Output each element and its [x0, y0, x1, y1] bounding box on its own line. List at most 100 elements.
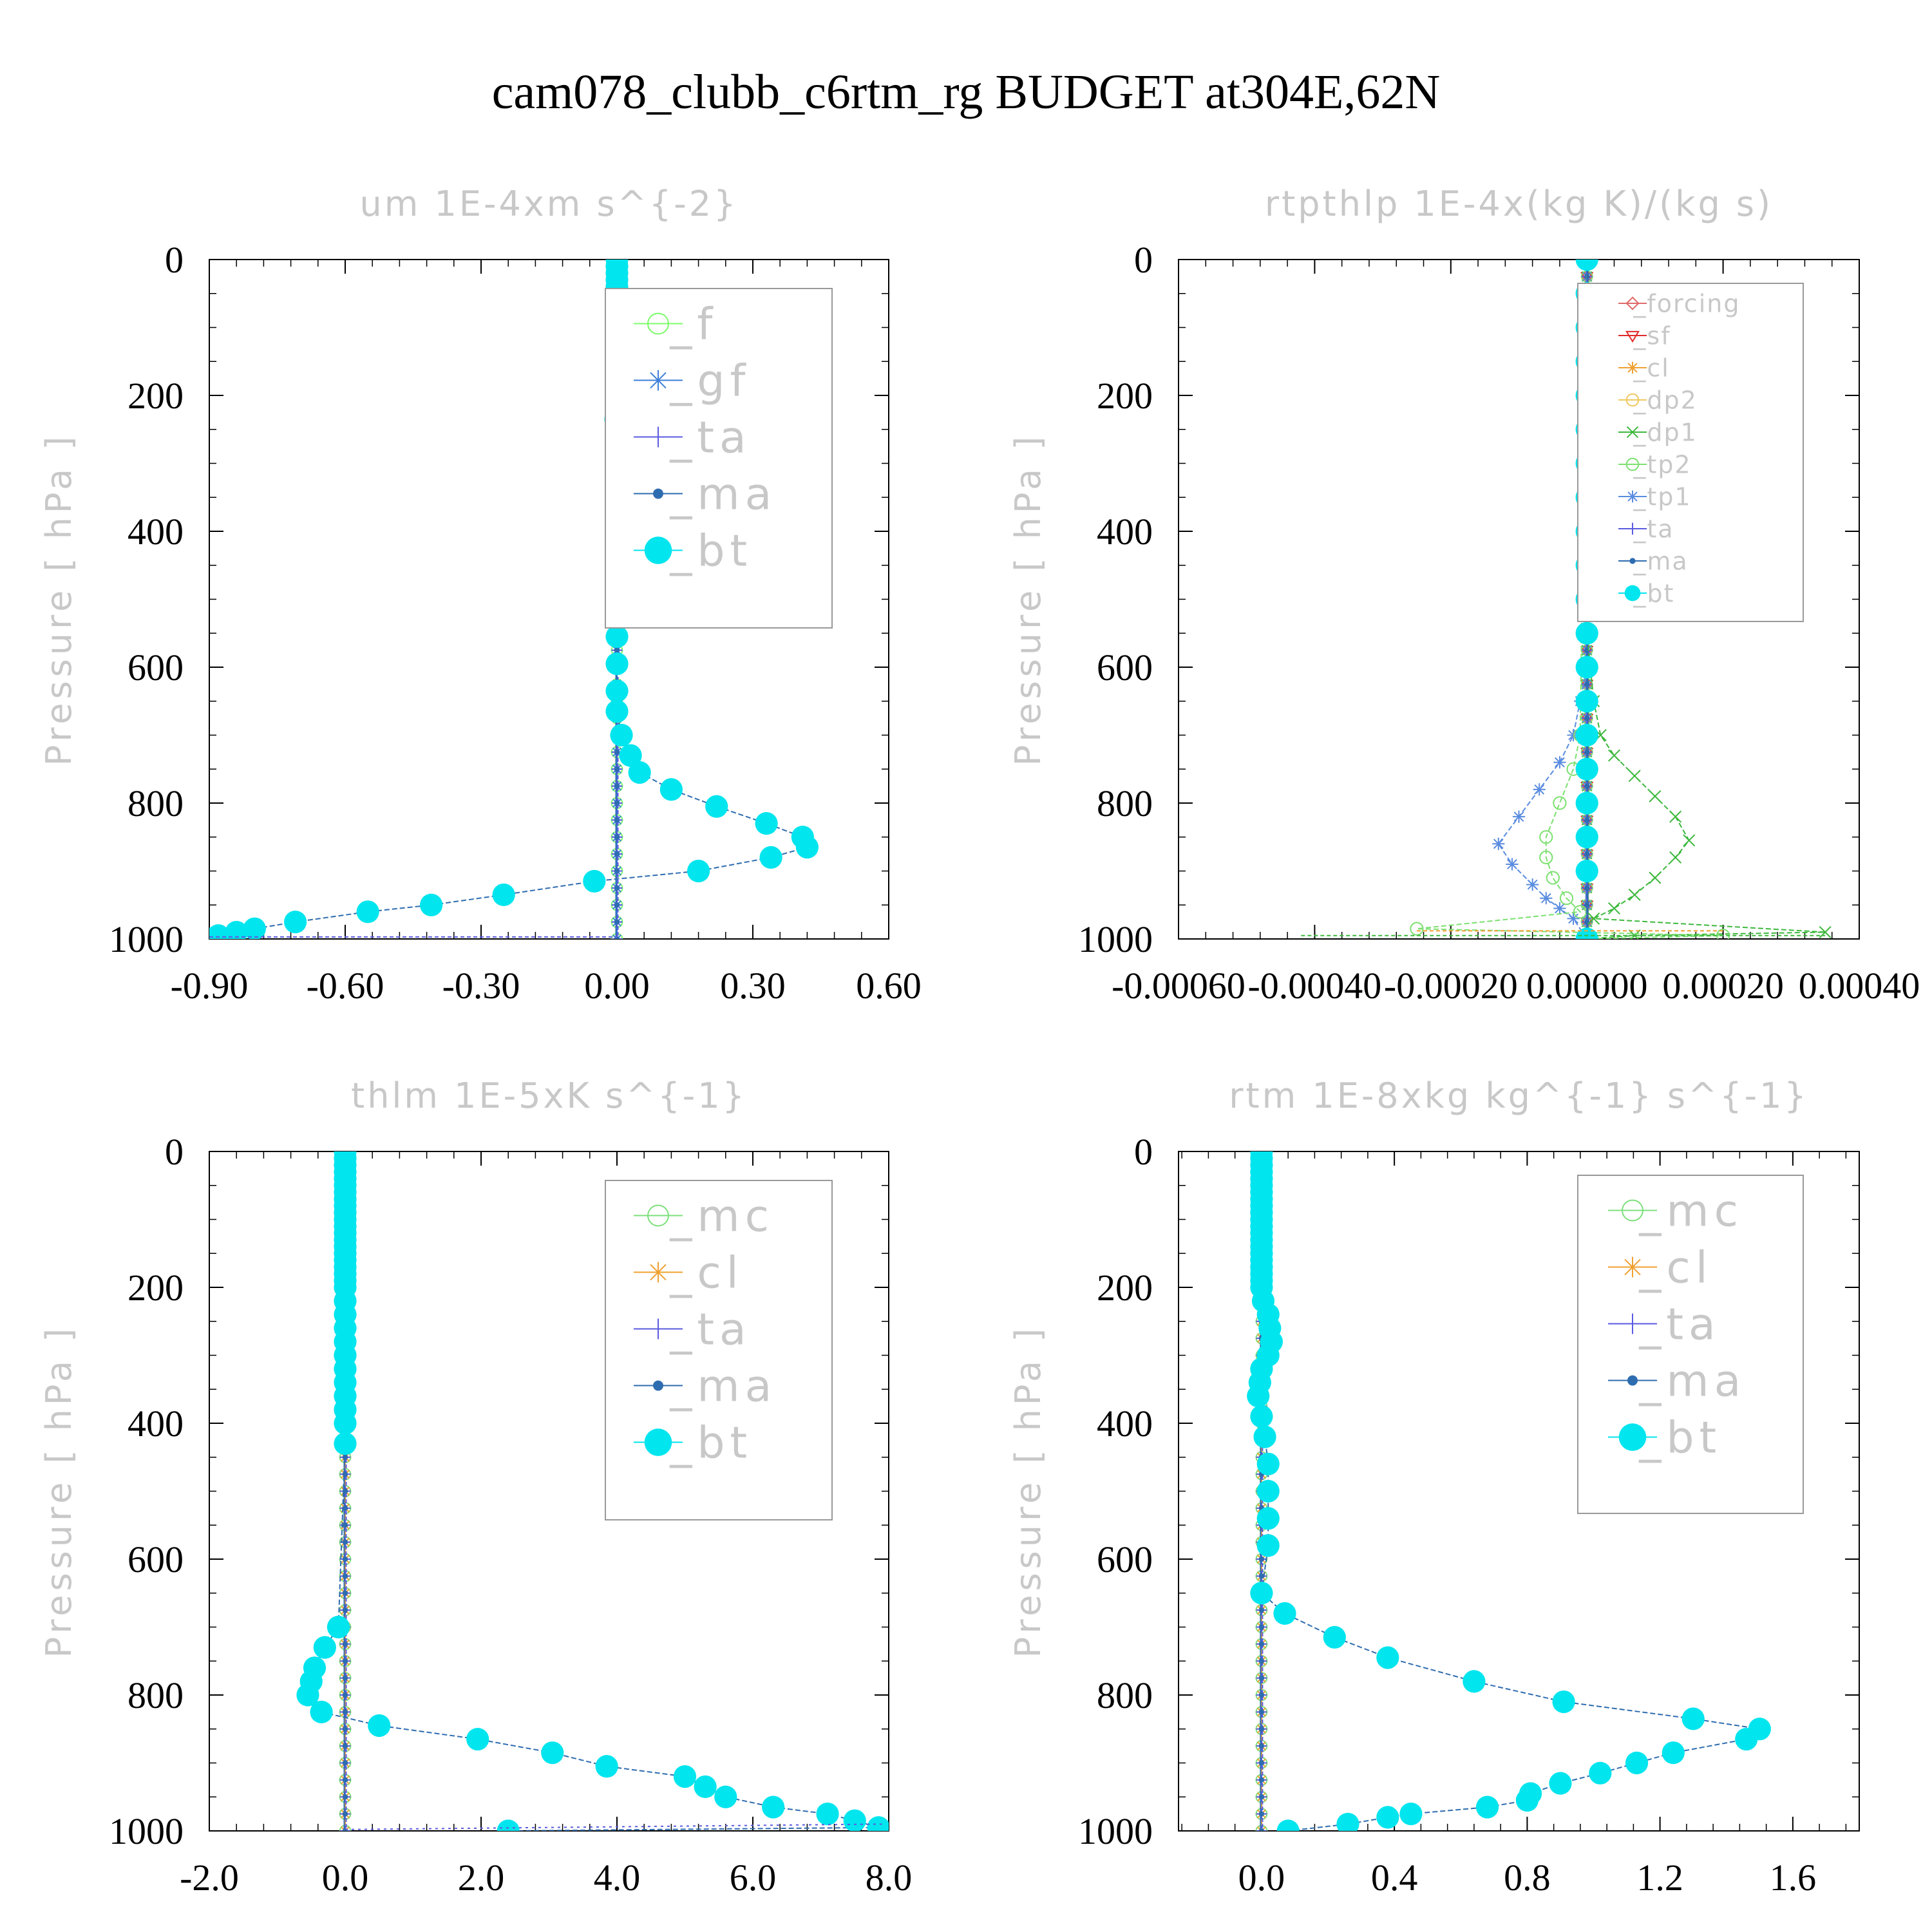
- series-marker: [339, 1825, 351, 1831]
- legend-label: _ta: [1638, 1299, 1720, 1350]
- y-tick-label: 600: [128, 647, 184, 688]
- legend: _forcing _sf _cl _dp2 _dp1 _tp2 _tp1 _ta _ma _bt: [1577, 283, 1804, 622]
- x-tick-label: 0.8: [1504, 1857, 1551, 1899]
- series-marker: [1584, 851, 1590, 857]
- x-tick-label: -0.60: [307, 965, 384, 1007]
- data-point: [1323, 1625, 1346, 1649]
- data-point: [1575, 791, 1598, 815]
- data-point: [225, 920, 248, 939]
- series-marker: [1258, 1658, 1265, 1664]
- x-tick-label: 0.30: [720, 965, 786, 1007]
- data-point: [843, 1809, 866, 1831]
- data-point: [1575, 690, 1598, 713]
- series-marker: [342, 1590, 348, 1596]
- legend-box: [605, 1180, 833, 1520]
- data-point: [497, 1819, 520, 1831]
- chart-panel-4: rtm 1E-8xkg kg^{-1} s^{-1} Pressure [ hPa…: [1008, 1075, 1860, 1899]
- data-point: [1540, 892, 1553, 905]
- data-point: [1539, 850, 1553, 865]
- legend-label: _tp2: [1633, 450, 1691, 478]
- x-tick-label: -0.00040: [1247, 965, 1381, 1007]
- legend-label: _cl: [669, 1247, 743, 1298]
- series-marker: [1258, 1607, 1265, 1613]
- data-point: [466, 1727, 489, 1751]
- legend-label: _bt: [1633, 579, 1674, 607]
- y-tick-label: 400: [1097, 1403, 1153, 1444]
- data-point: [1649, 790, 1662, 802]
- series-marker: [611, 933, 623, 939]
- data-point: [1559, 891, 1574, 905]
- legend-box: [1577, 1175, 1804, 1514]
- x-tick-label: 0.00040: [1799, 965, 1920, 1007]
- data-point: [694, 1775, 717, 1799]
- x-tick-label: 0.00: [584, 965, 650, 1007]
- series-marker: [342, 1658, 348, 1664]
- legend-label: _cl: [1633, 354, 1669, 382]
- data-point: [1681, 1707, 1705, 1730]
- x-tick-label: 0.00000: [1526, 965, 1648, 1007]
- data-point: [420, 893, 443, 916]
- data-point: [705, 795, 728, 818]
- y-tick-label: 1000: [1078, 918, 1153, 960]
- data-point: [605, 652, 629, 676]
- x-tick-label: 0.60: [856, 965, 922, 1007]
- legend-marker: [647, 312, 669, 335]
- legend-marker: [1624, 585, 1641, 601]
- data-point: [1607, 749, 1620, 762]
- data-point: [610, 723, 633, 747]
- legend-marker: [653, 488, 663, 499]
- legend-marker: [647, 1204, 669, 1227]
- data-point: [1575, 826, 1598, 849]
- series-marker: [614, 902, 620, 908]
- data-point: [1539, 830, 1553, 844]
- legend-label: _ma: [1638, 1356, 1746, 1406]
- data-point: [1549, 1772, 1572, 1795]
- data-point: [209, 927, 221, 939]
- legend-label: _ta: [669, 412, 751, 463]
- series-marker: [1258, 1726, 1265, 1732]
- data-point: [1628, 888, 1641, 901]
- series-marker: [614, 800, 620, 806]
- legend-label: _mc: [1638, 1186, 1743, 1236]
- chart-panel-2: rtpthlp 1E-4x(kg K)/(kg s) Pressure [ hPa…: [1008, 184, 1920, 1007]
- series-marker: [614, 919, 620, 925]
- data-point: [1533, 783, 1546, 796]
- chart-panel-3: thlm 1E-5xK s^{-1} Pressure [ hPa ] 0 200 40…: [39, 1075, 912, 1899]
- legend-label: _bt: [1638, 1412, 1721, 1463]
- series-marker: [342, 1539, 348, 1545]
- series-marker: [1258, 1675, 1265, 1681]
- y-tick-label: 600: [1097, 1539, 1153, 1580]
- series-marker: [1258, 1641, 1265, 1647]
- legend: _f_gf _ta _ma _bt: [605, 288, 833, 629]
- y-axis-label: Pressure [ hPa ]: [39, 1325, 79, 1658]
- series-marker: [614, 885, 620, 891]
- data-point: [1553, 756, 1566, 769]
- legend: _mc_cl _ta _ma_bt: [605, 1180, 833, 1520]
- legend-label: _ma: [669, 1361, 777, 1412]
- x-tick-label: 0.0: [322, 1857, 369, 1899]
- x-tick-label: -0.00060: [1112, 965, 1245, 1007]
- data-point: [1683, 834, 1696, 847]
- series-marker: [1584, 749, 1590, 755]
- data-point: [1575, 859, 1598, 883]
- data-point: [659, 778, 683, 801]
- x-tick-label: -0.30: [442, 965, 520, 1007]
- figure-title: cam078_clubb_c6rtm_rg BUDGET at304E,62N: [492, 65, 1441, 119]
- x-tick-label: -2.0: [180, 1857, 239, 1899]
- y-tick-label: 400: [128, 1403, 184, 1444]
- series-marker: [342, 1828, 348, 1831]
- data-point: [1506, 858, 1519, 871]
- data-point: [284, 911, 307, 934]
- series-marker: [1258, 1692, 1265, 1698]
- y-tick-label: 800: [1097, 1674, 1153, 1716]
- legend-marker: [648, 1318, 668, 1340]
- data-point: [1575, 260, 1598, 271]
- y-axis-label: Pressure [ hPa ]: [1008, 1325, 1048, 1658]
- data-point: [1410, 922, 1424, 936]
- data-point: [1256, 1479, 1280, 1503]
- plot-area: [1247, 1151, 1771, 1831]
- data-point: [1553, 796, 1567, 810]
- data-point: [816, 1803, 839, 1826]
- data-point: [243, 917, 266, 939]
- data-point: [1276, 1819, 1300, 1831]
